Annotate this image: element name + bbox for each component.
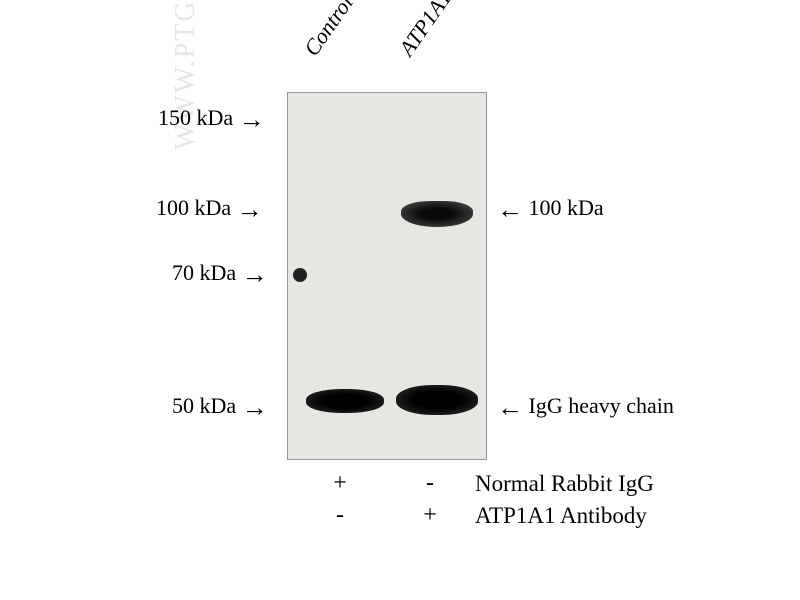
arrow-right-icon: → <box>237 197 263 223</box>
marker-100kda-text: 100 kDa <box>156 195 231 220</box>
blot-membrane <box>287 92 487 460</box>
right-label-igg: ← IgG heavy chain <box>497 393 674 421</box>
lane-label-atp1a1: ATP1A1 <box>394 0 458 61</box>
arrow-right-icon: → <box>242 395 268 421</box>
cond-atp1a1-label: ATP1A1 Antibody <box>475 503 647 529</box>
cond-atp1a1-lane1: - <box>295 502 385 529</box>
cond-normal-lane1: + <box>295 470 385 497</box>
condition-row-atp1a1-antibody: - + ATP1A1 Antibody <box>295 502 647 529</box>
marker-70kda-text: 70 kDa <box>172 260 236 285</box>
marker-50kda: 50 kDa → <box>172 393 268 421</box>
lane-label-control: Control IgG <box>299 0 382 61</box>
blot-speck <box>293 268 307 282</box>
band-igg-heavy-chain-lane1 <box>306 389 384 413</box>
marker-70kda: 70 kDa → <box>172 260 268 288</box>
condition-row-normal-igg: + - Normal Rabbit IgG <box>295 470 654 497</box>
right-label-100kda: ← 100 kDa <box>497 195 604 223</box>
arrow-left-icon: ← <box>497 395 523 421</box>
arrow-right-icon: → <box>242 262 268 288</box>
arrow-right-icon: → <box>239 107 265 133</box>
right-label-100kda-text: 100 kDa <box>529 195 604 220</box>
band-igg-heavy-chain-lane2 <box>396 385 478 415</box>
cond-atp1a1-lane2: + <box>385 502 475 529</box>
marker-50kda-text: 50 kDa <box>172 393 236 418</box>
right-label-igg-text: IgG heavy chain <box>529 393 674 418</box>
marker-100kda: 100 kDa → <box>156 195 263 223</box>
marker-150kda-text: 150 kDa <box>158 105 233 130</box>
arrow-left-icon: ← <box>497 197 523 223</box>
cond-normal-lane2: - <box>385 470 475 497</box>
marker-150kda: 150 kDa → <box>158 105 265 133</box>
band-atp1a1-100kda <box>401 201 473 227</box>
western-blot-figure: WWW.PTGLAB.COM Control IgG ATP1A1 150 kD… <box>0 0 800 600</box>
cond-normal-label: Normal Rabbit IgG <box>475 471 654 497</box>
